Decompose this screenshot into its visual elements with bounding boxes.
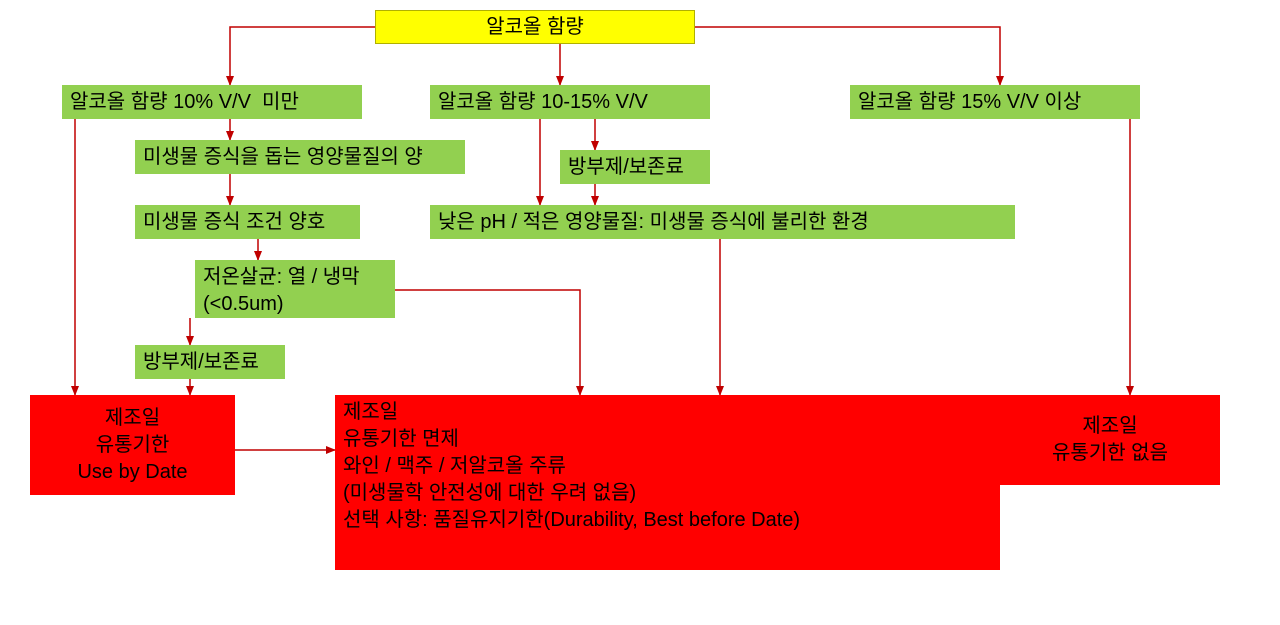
edge-2: [695, 27, 1000, 85]
node-cond: 미생물 증식 조건 양호: [135, 205, 360, 239]
flowchart-canvas: 알코올 함량알코올 함량 10% V/V 미만 알코올 함량 10-15% V/V…: [0, 0, 1280, 625]
node-lowph: 낮은 pH / 적은 영양물질: 미생물 증식에 불리한 환경: [430, 205, 1015, 239]
node-b10: 알코올 함량 10% V/V 미만: [62, 85, 362, 119]
edge-9: [395, 290, 580, 395]
node-out3: 제조일 유통기한 없음: [1000, 395, 1220, 485]
node-root: 알코올 함량: [375, 10, 695, 44]
node-nut: 미생물 증식을 돕는 영양물질의 양: [135, 140, 465, 174]
node-pres1: 방부제/보존료: [135, 345, 285, 379]
node-b15: 알코올 함량 15% V/V 이상: [850, 85, 1140, 119]
node-b1015: 알코올 함량 10-15% V/V: [430, 85, 710, 119]
edge-0: [230, 27, 375, 85]
node-past: 저온살균: 열 / 냉막 (<0.5um): [195, 260, 395, 318]
node-out2: 제조일 유통기한 면제 와인 / 맥주 / 저알코올 주류 (미생물학 안전성에…: [335, 395, 1000, 570]
node-pres2: 방부제/보존료: [560, 150, 710, 184]
node-out1: 제조일 유통기한 Use by Date: [30, 395, 235, 495]
